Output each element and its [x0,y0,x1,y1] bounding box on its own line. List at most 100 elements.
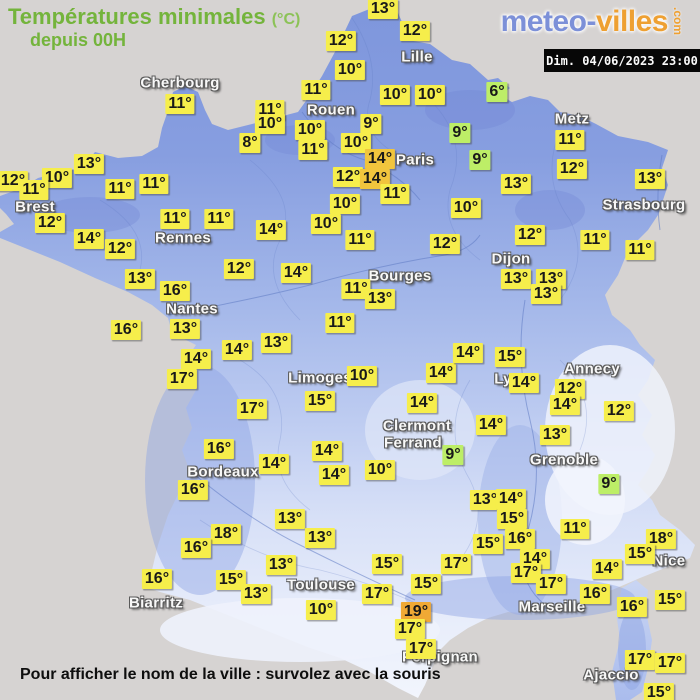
temperature-label[interactable]: 9° [598,474,620,494]
temperature-label[interactable]: 18° [210,524,242,544]
temperature-label[interactable]: 11° [341,279,371,299]
temperature-label[interactable]: 15° [624,544,656,564]
temperature-label[interactable]: 14° [255,220,287,240]
temperature-label[interactable]: 17° [440,554,472,574]
temperature-label[interactable]: 13° [274,509,306,529]
temperature-label[interactable]: 17° [535,574,567,594]
temperature-label[interactable]: 17° [654,653,686,673]
temperature-label[interactable]: 11° [298,140,328,160]
temperature-label[interactable]: 10° [346,366,378,386]
temperature-label[interactable]: 10° [254,114,286,134]
temperature-label[interactable]: 16° [504,529,536,549]
temperature-label[interactable]: 19° [400,602,432,622]
temperature-label[interactable]: 9° [449,123,471,143]
temperature-label[interactable]: 11° [345,230,375,250]
temperature-label[interactable]: 10° [379,85,411,105]
temperature-label[interactable]: 13° [265,555,297,575]
temperature-label[interactable]: 17° [236,399,268,419]
temperature-label[interactable]: 12° [223,259,255,279]
temperature-label[interactable]: 14° [508,373,540,393]
temperature-label[interactable]: 12° [556,159,588,179]
temperature-label[interactable]: 14° [258,454,290,474]
temperature-label[interactable]: 14° [311,441,343,461]
temperature-label[interactable]: 17° [361,584,393,604]
temperature-label[interactable]: 17° [166,369,198,389]
temperature-label[interactable]: 12° [332,167,364,187]
temperature-label[interactable]: 11° [160,209,190,229]
temperature-label[interactable]: 13° [367,0,399,19]
temperature-label[interactable]: 14° [280,263,312,283]
temperature-label[interactable]: 15° [496,509,528,529]
temperature-label[interactable]: 16° [579,584,611,604]
temperature-label[interactable]: 14° [452,343,484,363]
temperature-label[interactable]: 11° [625,240,655,260]
temperature-label[interactable]: 12° [399,21,431,41]
temperature-label[interactable]: 13° [634,169,666,189]
temperature-label[interactable]: 17° [405,639,437,659]
temperature-label[interactable]: 15° [371,554,403,574]
temperature-label[interactable]: 9° [442,445,464,465]
temperature-label[interactable]: 12° [34,213,66,233]
temperature-label[interactable]: 11° [301,80,331,100]
temperature-label[interactable]: 11° [204,209,234,229]
temperature-label[interactable]: 11° [560,519,590,539]
temperature-label[interactable]: 12° [429,234,461,254]
temperature-label[interactable]: 16° [177,480,209,500]
temperature-label[interactable]: 17° [624,650,656,670]
temperature-label[interactable]: 16° [110,320,142,340]
temperature-label[interactable]: 9° [469,150,491,170]
temperature-label[interactable]: 11° [555,130,585,150]
temperature-label[interactable]: 10° [329,194,361,214]
temperature-label[interactable]: 10° [414,85,446,105]
temperature-label[interactable]: 15° [654,590,686,610]
temperature-label[interactable]: 10° [41,168,73,188]
temperature-label[interactable]: 12° [554,379,586,399]
temperature-label[interactable]: 16° [616,597,648,617]
temperature-label[interactable]: 14° [180,349,212,369]
temperature-label[interactable]: 14° [73,229,105,249]
temperature-label[interactable]: 13° [500,269,532,289]
temperature-label[interactable]: 13° [260,333,292,353]
temperature-label[interactable]: 11° [380,184,410,204]
temperature-label[interactable]: 6° [486,82,508,102]
temperature-label[interactable]: 11° [580,230,610,250]
temperature-label[interactable]: 10° [294,120,326,140]
temperature-label[interactable]: 15° [494,347,526,367]
temperature-label[interactable]: 11° [19,180,49,200]
temperature-label[interactable]: 15° [472,534,504,554]
temperature-label[interactable]: 9° [360,114,382,134]
temperature-label[interactable]: 16° [203,439,235,459]
meteo-villes-logo[interactable]: meteo-villes [501,5,669,39]
temperature-label[interactable]: 12° [603,401,635,421]
temperature-label[interactable]: 13° [73,154,105,174]
temperature-label[interactable]: 14° [364,149,396,169]
temperature-label[interactable]: 10° [305,600,337,620]
temperature-label[interactable]: 13° [169,319,201,339]
temperature-label[interactable]: 14° [591,559,623,579]
temperature-label[interactable]: 15° [643,683,675,700]
temperature-label[interactable]: 12° [514,225,546,245]
temperature-label[interactable]: 11° [165,94,195,114]
temperature-label[interactable]: 15° [410,574,442,594]
temperature-label[interactable]: 11° [105,179,135,199]
temperature-label[interactable]: 10° [450,198,482,218]
temperature-label[interactable]: 13° [469,490,501,510]
temperature-label[interactable]: 10° [364,460,396,480]
temperature-label[interactable]: 14° [475,415,507,435]
temperature-label[interactable]: 13° [364,289,396,309]
temperature-label[interactable]: 10° [334,60,366,80]
temperature-label[interactable]: 14° [549,395,581,415]
temperature-label[interactable]: 13° [240,584,272,604]
temperature-label[interactable]: 14° [495,489,527,509]
temperature-label[interactable]: 14° [221,340,253,360]
temperature-label[interactable]: 14° [425,363,457,383]
temperature-label[interactable]: 10° [340,133,372,153]
temperature-label[interactable]: 16° [180,538,212,558]
temperature-label[interactable]: 14° [318,465,350,485]
temperature-label[interactable]: 11° [139,174,169,194]
temperature-label[interactable]: 8° [239,133,261,153]
temperature-label[interactable]: 15° [304,391,336,411]
temperature-label[interactable]: 13° [539,425,571,445]
temperature-label[interactable]: 17° [510,563,542,583]
temperature-label[interactable]: 14° [406,393,438,413]
